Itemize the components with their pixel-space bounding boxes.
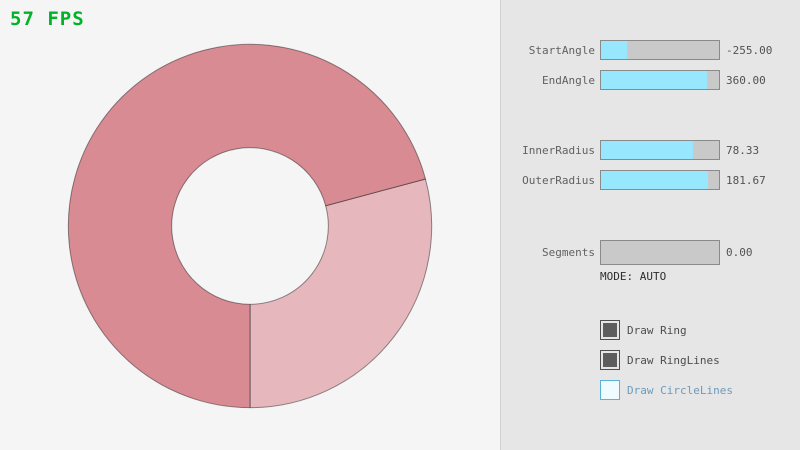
slider-fill: [601, 71, 708, 89]
draw-ringlines-checkbox[interactable]: [600, 350, 620, 370]
draw-circlelines-row: Draw CircleLines: [600, 380, 733, 400]
draw-ring-checkbox[interactable]: [600, 320, 620, 340]
endangle-row: EndAngle 360.00: [0, 70, 800, 90]
checkbox-check-mark: [603, 383, 617, 397]
segments-value: 0.00: [726, 246, 753, 259]
startangle-value: -255.00: [726, 43, 773, 57]
draw-ringlines-label: Draw RingLines: [627, 353, 720, 367]
startangle-label: StartAngle: [528, 43, 595, 57]
slider-fill: [601, 141, 694, 159]
fps-counter: 57 FPS: [10, 8, 85, 30]
slider-fill: [601, 41, 627, 59]
segments-label: Segments: [542, 246, 595, 259]
innerradius-slider[interactable]: [600, 140, 720, 160]
draw-ring-label: Draw Ring: [627, 323, 687, 337]
outerradius-value: 181.67: [726, 173, 766, 187]
outerradius-label: OuterRadius: [522, 173, 595, 187]
innerradius-value: 78.33: [726, 143, 760, 157]
checkbox-check-mark: [603, 323, 617, 337]
endangle-label: EndAngle: [542, 73, 595, 87]
outerradius-slider[interactable]: [600, 170, 720, 190]
checkbox-check-mark: [603, 353, 617, 367]
segments-slider[interactable]: [600, 240, 720, 265]
startangle-row: StartAngle -255.00: [0, 40, 800, 60]
endangle-value: 360.00: [726, 73, 766, 87]
draw-ring-row: Draw Ring: [600, 320, 687, 340]
draw-circlelines-checkbox[interactable]: [600, 380, 620, 400]
segments-row: Segments 0.00: [0, 240, 800, 265]
endangle-slider[interactable]: [600, 70, 720, 90]
draw-circlelines-label: Draw CircleLines: [627, 383, 733, 397]
startangle-slider[interactable]: [600, 40, 720, 60]
innerradius-row: InnerRadius 78.33: [0, 140, 800, 160]
mode-text: MODE: AUTO: [600, 270, 667, 283]
innerradius-label: InnerRadius: [522, 143, 595, 157]
draw-ringlines-row: Draw RingLines: [600, 350, 720, 370]
outerradius-row: OuterRadius 181.67: [0, 170, 800, 190]
slider-fill: [601, 171, 709, 189]
